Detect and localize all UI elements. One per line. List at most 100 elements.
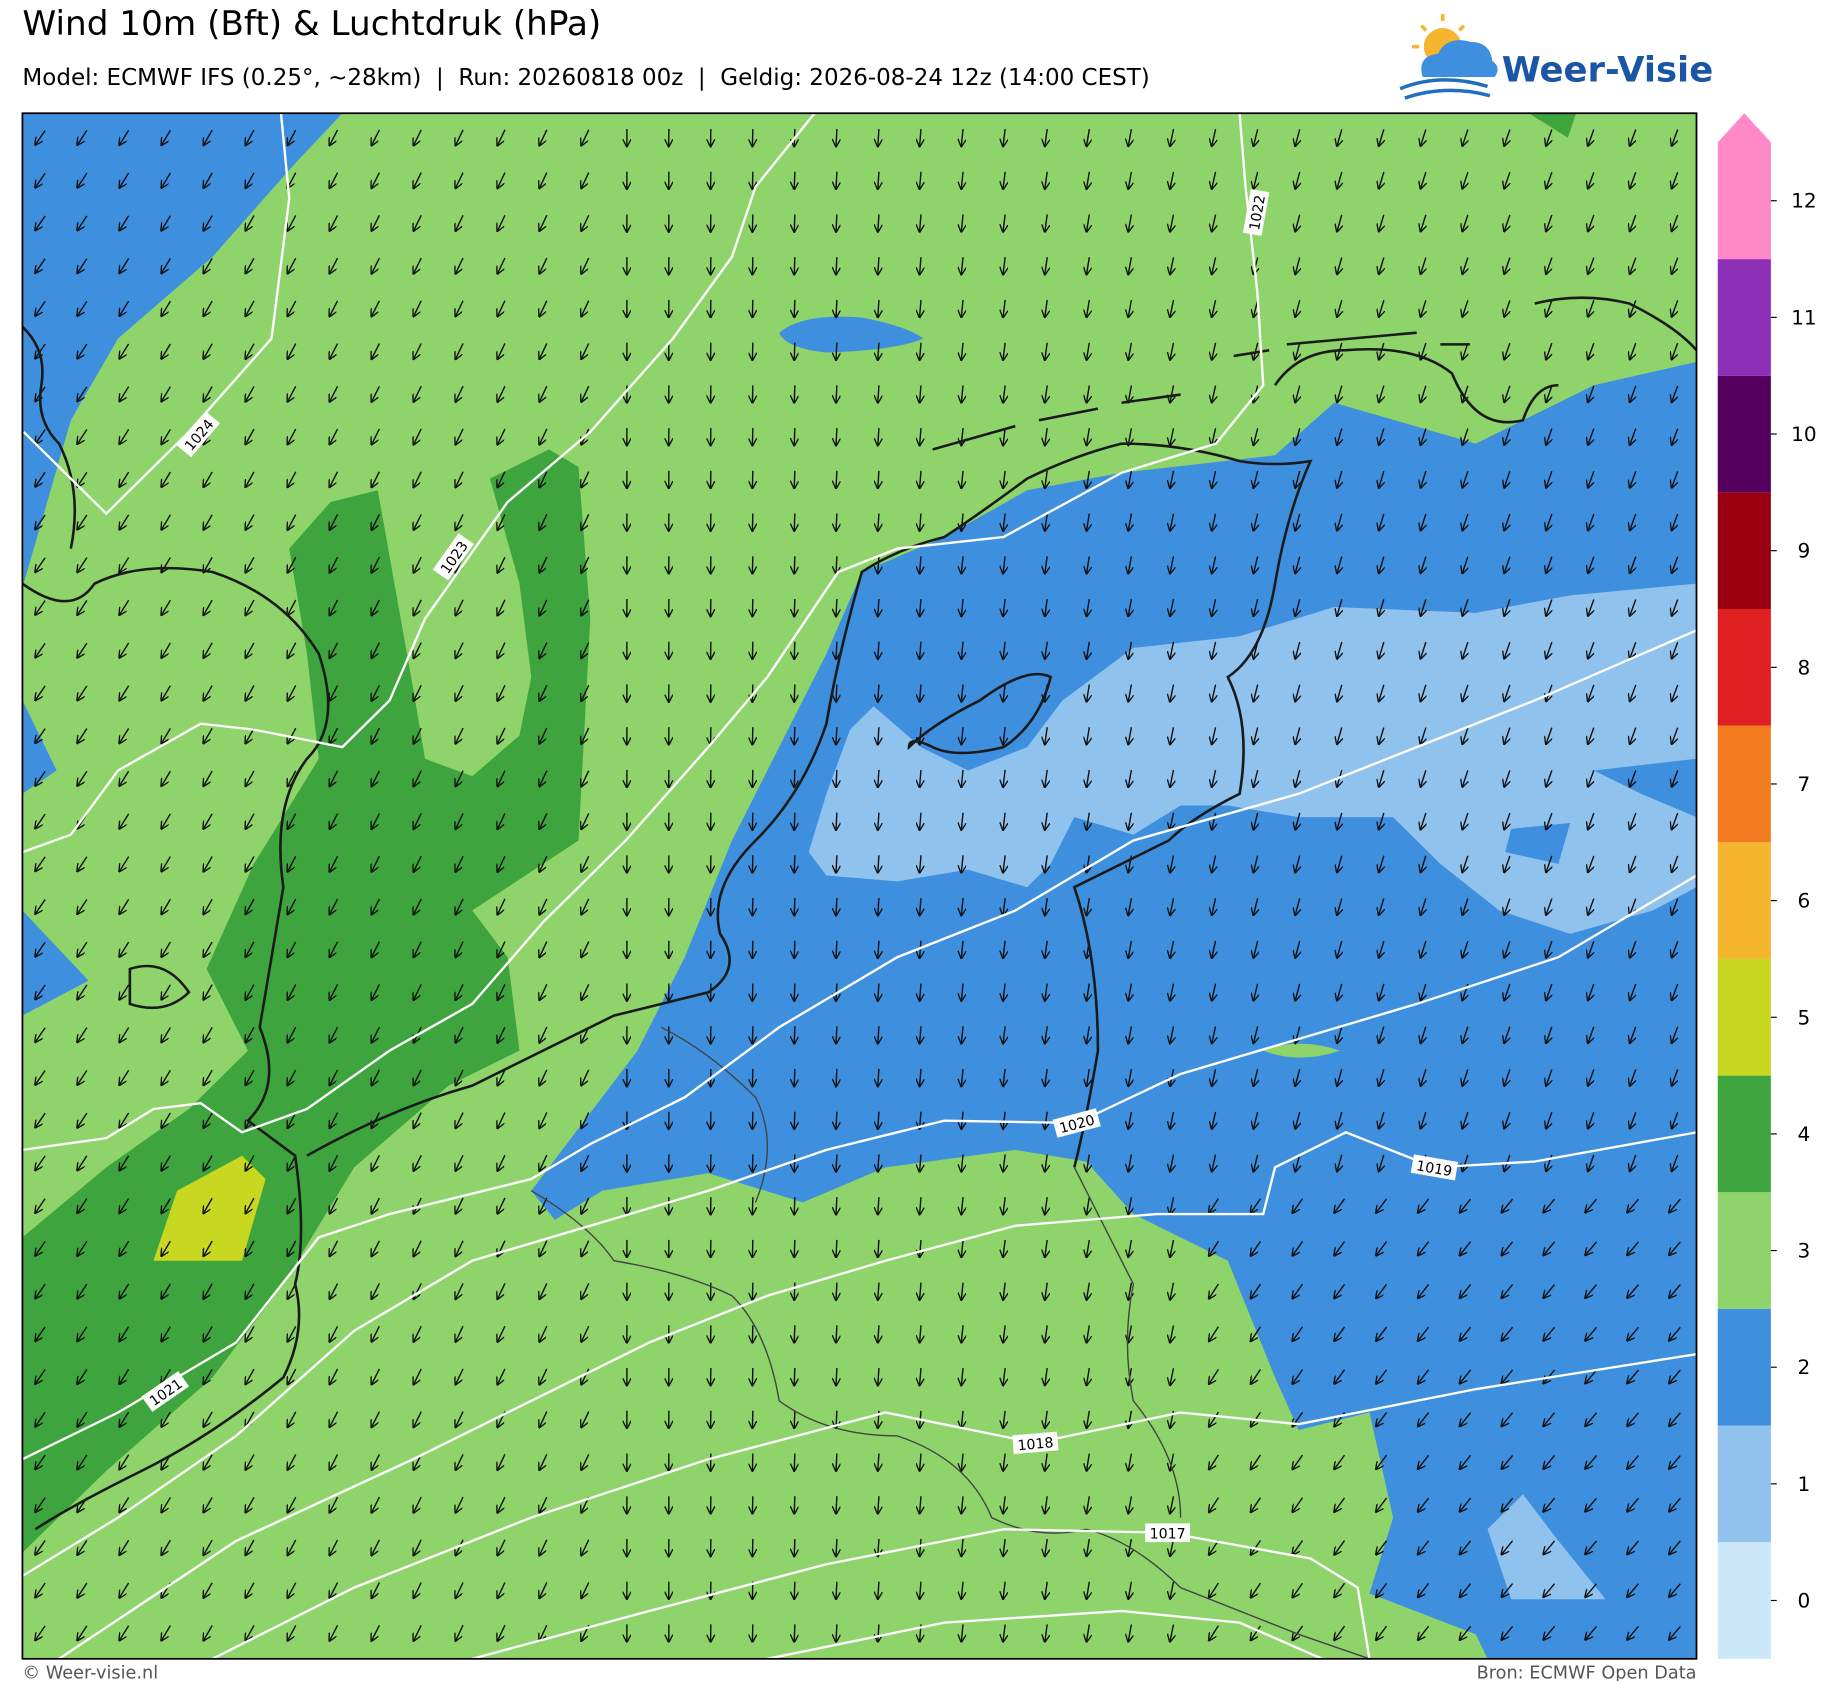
wind-arrow xyxy=(1588,1111,1595,1128)
wind-arrow xyxy=(161,813,172,829)
wind-arrow xyxy=(539,300,548,317)
wind-arrow xyxy=(581,172,590,189)
wind-arrow xyxy=(1672,556,1679,573)
wind-arrow xyxy=(1546,1069,1552,1086)
wind-arrow xyxy=(1295,769,1300,787)
wind-arrow xyxy=(1546,129,1552,146)
wind-arrow xyxy=(794,1197,795,1214)
wind-arrow xyxy=(329,300,339,317)
wind-arrow xyxy=(1418,1241,1430,1256)
wind-arrow xyxy=(497,129,506,146)
wind-arrow xyxy=(1588,641,1595,658)
wind-arrow xyxy=(1087,1068,1090,1086)
wind-arrow xyxy=(161,728,172,743)
wind-arrow xyxy=(836,812,837,830)
wind-arrow xyxy=(1045,812,1047,830)
colorbar-cell xyxy=(1717,259,1771,376)
wind-arrow xyxy=(1003,342,1005,360)
wind-arrow xyxy=(1630,471,1637,487)
wind-arrow xyxy=(1295,342,1300,360)
wind-arrow xyxy=(1460,1241,1472,1256)
wind-arrow xyxy=(1630,641,1637,658)
wind-arrow xyxy=(1003,1068,1005,1086)
wind-arrow xyxy=(1546,1111,1552,1129)
wind-arrow xyxy=(1045,128,1047,146)
wind-arrow xyxy=(287,770,297,786)
wind-arrow xyxy=(161,770,172,786)
wind-arrow xyxy=(77,1112,88,1128)
wind-arrow xyxy=(245,642,255,658)
wind-arrow xyxy=(1672,172,1679,188)
wind-arrow xyxy=(1630,428,1637,445)
wind-arrow xyxy=(203,343,213,359)
wind-arrow xyxy=(119,300,130,316)
wind-arrow xyxy=(371,898,380,915)
wind-arrow xyxy=(497,1112,506,1129)
wind-arrow xyxy=(35,899,46,914)
wind-arrow xyxy=(1504,1111,1510,1129)
wind-arrow xyxy=(1379,898,1384,915)
wind-arrow xyxy=(455,471,464,488)
wind-arrow xyxy=(497,1154,506,1171)
wind-arrow xyxy=(1212,812,1216,830)
wind-arrow xyxy=(35,172,46,187)
wind-arrow xyxy=(329,1197,339,1214)
wind-arrow xyxy=(119,728,130,743)
wind-arrow xyxy=(119,898,130,914)
wind-arrow xyxy=(1128,898,1131,915)
wind-arrow xyxy=(1421,855,1426,873)
wind-arrow xyxy=(371,855,380,872)
wind-arrow xyxy=(1212,428,1216,445)
wind-arrow xyxy=(1295,513,1300,531)
wind-arrow xyxy=(581,984,590,1000)
wind-arrow xyxy=(1588,770,1595,786)
wind-arrow xyxy=(1003,385,1005,402)
wind-arrow xyxy=(836,598,837,616)
colorbar-label: 2 xyxy=(1798,1355,1811,1379)
isobar-label-text: 1017 xyxy=(1150,1527,1186,1543)
wind-arrow xyxy=(878,1111,879,1129)
wind-arrow xyxy=(455,257,464,274)
wind-arrow xyxy=(1546,342,1552,360)
wind-arrow xyxy=(1337,727,1342,744)
wind-arrow xyxy=(119,471,130,487)
wind-arrow xyxy=(836,214,837,231)
wind-arrow xyxy=(1462,898,1468,915)
wind-arrow xyxy=(1379,1111,1384,1129)
wind-arrow xyxy=(455,941,464,958)
wind-arrow xyxy=(497,770,506,787)
title: Wind 10m (Bft) & Luchtdruk (hPa) xyxy=(22,4,601,44)
wind-arrow xyxy=(1588,129,1595,146)
wind-arrow xyxy=(794,1068,795,1086)
wind-arrow xyxy=(1462,385,1468,403)
wind-arrow xyxy=(794,1154,795,1171)
wind-arrow xyxy=(1253,556,1257,573)
wind-arrow xyxy=(371,813,380,830)
wind-arrow xyxy=(920,385,921,402)
wind-arrow xyxy=(455,1069,464,1086)
wind-arrow xyxy=(1504,428,1510,446)
wind-arrow xyxy=(1128,342,1131,360)
wind-arrow xyxy=(1337,513,1342,531)
wind-arrow xyxy=(1672,1026,1679,1043)
wind-arrow xyxy=(1170,855,1173,872)
wind-arrow xyxy=(245,172,255,188)
wind-arrow xyxy=(371,1026,380,1043)
wind-arrow xyxy=(1087,214,1090,232)
wind-arrow xyxy=(1087,1239,1090,1257)
wind-arrow xyxy=(1379,940,1384,958)
wind-arrow xyxy=(1421,684,1426,702)
wind-arrow xyxy=(245,813,255,829)
wind-arrow xyxy=(961,1154,963,1171)
wind-arrow xyxy=(961,1197,963,1214)
wind-arrow xyxy=(455,855,464,872)
wind-arrow xyxy=(1212,1154,1216,1172)
wind-arrow xyxy=(1045,171,1047,189)
wind-arrow xyxy=(836,641,837,659)
wind-arrow xyxy=(413,215,422,231)
wind-arrow xyxy=(35,1283,46,1298)
wind-arrow xyxy=(1003,769,1005,787)
wind-area xyxy=(1528,113,1577,138)
wind-arrow xyxy=(1337,599,1342,616)
